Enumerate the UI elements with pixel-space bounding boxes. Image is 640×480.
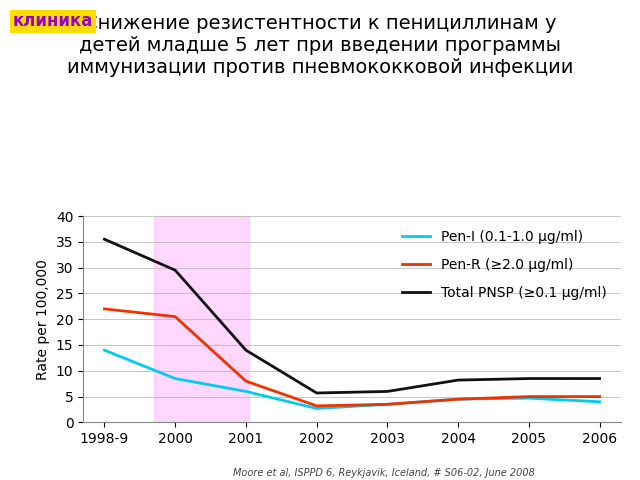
Pen-I (0.1-1.0 μg/ml)	[454, 396, 462, 402]
Text: Moore et al, ISPPD 6, Reykjavik, Iceland, # S06-02, June 2008: Moore et al, ISPPD 6, Reykjavik, Iceland…	[233, 468, 535, 478]
Pen-R (≥2.0 μg/ml)	[242, 378, 250, 384]
Pen-I (0.1-1.0 μg/ml)	[596, 399, 604, 405]
Pen-R (≥2.0 μg/ml)	[172, 314, 179, 320]
Pen-R (≥2.0 μg/ml)	[525, 394, 532, 399]
Total PNSP (≥0.1 μg/ml)	[454, 377, 462, 383]
Pen-R (≥2.0 μg/ml)	[383, 401, 391, 407]
Text: клиника: клиника	[13, 12, 93, 30]
Pen-R (≥2.0 μg/ml)	[454, 396, 462, 402]
Pen-I (0.1-1.0 μg/ml)	[242, 389, 250, 395]
Pen-I (0.1-1.0 μg/ml)	[383, 401, 391, 407]
Pen-R (≥2.0 μg/ml)	[100, 306, 108, 312]
Pen-I (0.1-1.0 μg/ml)	[100, 348, 108, 353]
Total PNSP (≥0.1 μg/ml)	[242, 348, 250, 353]
Total PNSP (≥0.1 μg/ml)	[525, 376, 532, 382]
Pen-I (0.1-1.0 μg/ml)	[172, 376, 179, 382]
Pen-R (≥2.0 μg/ml)	[313, 403, 321, 409]
Legend: Pen-I (0.1-1.0 μg/ml), Pen-R (≥2.0 μg/ml), Total PNSP (≥0.1 μg/ml): Pen-I (0.1-1.0 μg/ml), Pen-R (≥2.0 μg/ml…	[396, 223, 614, 307]
Total PNSP (≥0.1 μg/ml)	[313, 390, 321, 396]
Total PNSP (≥0.1 μg/ml)	[100, 236, 108, 242]
Line: Pen-I (0.1-1.0 μg/ml): Pen-I (0.1-1.0 μg/ml)	[104, 350, 600, 408]
Pen-I (0.1-1.0 μg/ml)	[313, 406, 321, 411]
Text: Снижение резистентности к пенициллинам у
детей младше 5 лет при введении програм: Снижение резистентности к пенициллинам у…	[67, 14, 573, 77]
Total PNSP (≥0.1 μg/ml)	[172, 267, 179, 273]
Pen-I (0.1-1.0 μg/ml)	[525, 395, 532, 401]
Line: Pen-R (≥2.0 μg/ml): Pen-R (≥2.0 μg/ml)	[104, 309, 600, 406]
Pen-R (≥2.0 μg/ml)	[596, 394, 604, 399]
Total PNSP (≥0.1 μg/ml)	[596, 376, 604, 382]
Line: Total PNSP (≥0.1 μg/ml): Total PNSP (≥0.1 μg/ml)	[104, 239, 600, 393]
Total PNSP (≥0.1 μg/ml)	[383, 389, 391, 395]
Bar	[154, 216, 250, 422]
Y-axis label: Rate per 100,000: Rate per 100,000	[36, 259, 51, 380]
